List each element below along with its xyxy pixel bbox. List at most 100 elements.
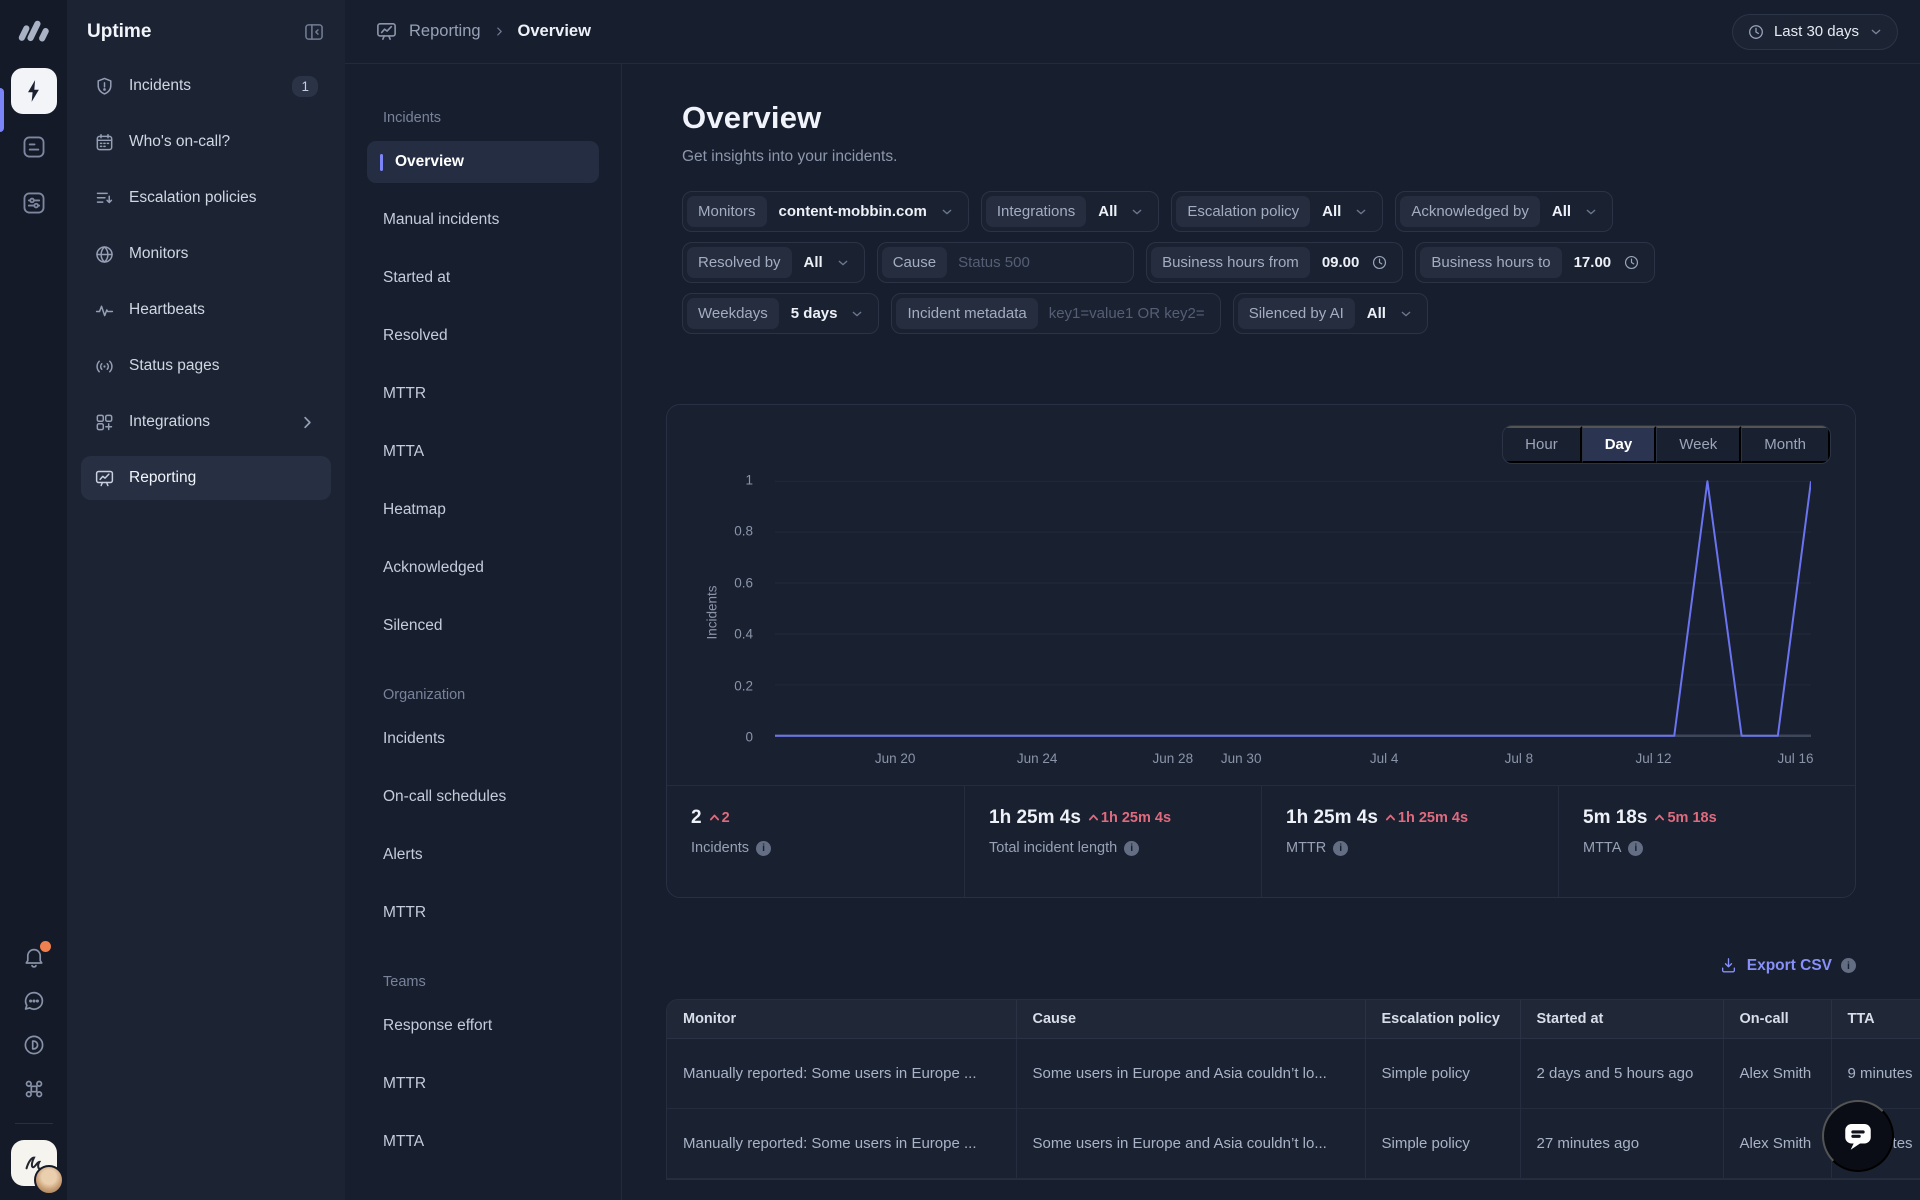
subnav-item-on-call-schedules[interactable]: On-call schedules (367, 776, 599, 818)
sidebar-item-reporting[interactable]: Reporting (81, 456, 331, 500)
rail-telemetry-app[interactable] (11, 180, 57, 226)
sidebar-item-who-s-on-call[interactable]: Who's on-call? (81, 120, 331, 164)
sidebar-title: Uptime (87, 21, 151, 43)
sidebar-item-label: Integrations (129, 413, 210, 431)
rail-divider (15, 1123, 53, 1124)
date-range-button[interactable]: Last 30 days (1732, 14, 1898, 50)
info-icon[interactable]: i (1333, 841, 1348, 856)
subnav-item-silenced[interactable]: Silenced (367, 605, 599, 647)
stat-label: MTTRi (1286, 840, 1534, 856)
subnav-item-response-effort[interactable]: Response effort (367, 1005, 599, 1047)
cause-input[interactable] (947, 254, 1129, 271)
export-csv-button[interactable]: Export CSV (1719, 956, 1832, 975)
column-header-escalation-policy[interactable]: Escalation policy (1365, 1000, 1520, 1039)
info-icon[interactable]: i (1628, 841, 1643, 856)
subnav-item-incidents[interactable]: Incidents (367, 718, 599, 760)
monitors-filter[interactable]: Monitorscontent-mobbin.com (682, 191, 969, 232)
table-row[interactable]: Manually reported: Some users in Europe … (667, 1039, 1920, 1109)
workspace-switcher[interactable] (11, 1123, 57, 1186)
incident-metadata-input[interactable] (1038, 305, 1216, 322)
stat-label: Incidentsi (691, 840, 940, 856)
subnav-section-title: Organization (383, 687, 599, 703)
rail-feedback[interactable] (22, 989, 46, 1013)
info-icon[interactable]: i (1124, 841, 1139, 856)
clock-icon[interactable] (1623, 254, 1640, 271)
subnav-item-mtta[interactable]: MTTA (367, 431, 599, 473)
rail-notifications[interactable] (22, 945, 46, 969)
incident-metadata-filter[interactable]: Incident metadata (891, 293, 1220, 334)
betterstack-logo-icon[interactable] (12, 10, 56, 54)
weekdays-filter[interactable]: Weekdays5 days (682, 293, 879, 334)
stat-total-incident-length: 1h 25m 4s1h 25m 4sTotal incident lengthi (964, 786, 1261, 897)
business-hours-to-filter[interactable]: Business hours to17.00 (1415, 242, 1655, 283)
subnav-item-mtta[interactable]: MTTA (367, 1121, 599, 1163)
subnav-item-mttr[interactable]: MTTR (367, 373, 599, 415)
column-header-started-at[interactable]: Started at (1520, 1000, 1723, 1039)
stat-mttr: 1h 25m 4s1h 25m 4sMTTRi (1261, 786, 1558, 897)
subnav-item-mttr[interactable]: MTTR (367, 892, 599, 934)
subnav-section-incidents: IncidentsOverviewManual incidentsStarted… (367, 110, 599, 647)
rail-command-menu[interactable] (22, 1077, 46, 1101)
caret-up-icon (1385, 812, 1396, 823)
table-row[interactable]: Manually reported: Some users in Europe … (667, 1109, 1920, 1179)
column-header-cause[interactable]: Cause (1016, 1000, 1365, 1039)
cell-tta: 9 minutes (1831, 1039, 1920, 1109)
caret-up-icon (1654, 812, 1665, 823)
x-tick-label: Jul 12 (1636, 751, 1672, 766)
stat-label-text: MTTA (1583, 840, 1621, 856)
rail-uptime-app[interactable] (11, 68, 57, 114)
subnav-item-overview[interactable]: Overview (367, 141, 599, 183)
rail-logs-app[interactable] (11, 124, 57, 170)
subnav-item-started-at[interactable]: Started at (367, 257, 599, 299)
incidents-table: MonitorCauseEscalation policyStarted atO… (667, 1000, 1920, 1179)
rail-theme-toggle[interactable] (22, 1033, 46, 1057)
shield-alert-icon (94, 76, 115, 97)
info-icon[interactable]: i (756, 841, 771, 856)
column-header-tta[interactable]: TTA (1831, 1000, 1920, 1039)
sidebar-item-integrations[interactable]: Integrations (81, 400, 331, 444)
resolved-by-filter[interactable]: Resolved byAll (682, 242, 865, 283)
user-avatar[interactable] (34, 1165, 64, 1195)
subnav-item-heatmap[interactable]: Heatmap (367, 489, 599, 531)
subnav-item-acknowledged[interactable]: Acknowledged (367, 547, 599, 589)
breadcrumb-section[interactable]: Reporting (409, 22, 481, 41)
collapse-sidebar-icon[interactable] (303, 21, 325, 43)
clock-icon[interactable] (1371, 254, 1388, 271)
cell-started-at: 27 minutes ago (1520, 1109, 1723, 1179)
sidebar-item-escalation-policies[interactable]: Escalation policies (81, 176, 331, 220)
x-tick-label: Jul 8 (1505, 751, 1534, 766)
silenced-by-ai-filter[interactable]: Silenced by AIAll (1233, 293, 1428, 334)
chat-widget-icon (1840, 1118, 1876, 1154)
granularity-month[interactable]: Month (1741, 426, 1830, 463)
sidebar-item-monitors[interactable]: Monitors (81, 232, 331, 276)
incident-count-badge: 1 (292, 76, 318, 97)
column-header-on-call[interactable]: On-call (1723, 1000, 1831, 1039)
business-hours-from-filter[interactable]: Business hours from09.00 (1146, 242, 1403, 283)
breadcrumb: Reporting Overview (375, 20, 591, 43)
granularity-week[interactable]: Week (1656, 426, 1741, 463)
sidebar-item-incidents[interactable]: Incidents1 (81, 64, 331, 108)
escalation-policy-filter[interactable]: Escalation policyAll (1171, 191, 1383, 232)
subnav-item-mttr[interactable]: MTTR (367, 1063, 599, 1105)
granularity-hour[interactable]: Hour (1503, 426, 1582, 463)
stat-delta-value: 1h 25m 4s (1101, 810, 1171, 826)
subnav-item-manual-incidents[interactable]: Manual incidents (367, 199, 599, 241)
acknowledged-by-filter[interactable]: Acknowledged byAll (1395, 191, 1613, 232)
filter-label: Integrations (986, 196, 1086, 227)
granularity-day[interactable]: Day (1582, 426, 1657, 463)
subnav-item-alerts[interactable]: Alerts (367, 834, 599, 876)
stat-mtta: 5m 18s5m 18sMTTAi (1558, 786, 1855, 897)
subnav-item-resolved[interactable]: Resolved (367, 315, 599, 357)
column-header-monitor[interactable]: Monitor (667, 1000, 1016, 1039)
subnav-item-label: Incidents (383, 730, 445, 748)
info-icon[interactable]: i (1841, 958, 1856, 973)
y-tick-label: 0.6 (734, 575, 753, 590)
live-chat-button[interactable] (1822, 1100, 1894, 1172)
globe-icon (94, 244, 115, 265)
cell-on-call: Alex Smith (1723, 1109, 1831, 1179)
cause-filter[interactable]: Cause (877, 242, 1134, 283)
stat-delta-value: 1h 25m 4s (1398, 810, 1468, 826)
sidebar-item-status-pages[interactable]: Status pages (81, 344, 331, 388)
integrations-filter[interactable]: IntegrationsAll (981, 191, 1160, 232)
sidebar-item-heartbeats[interactable]: Heartbeats (81, 288, 331, 332)
